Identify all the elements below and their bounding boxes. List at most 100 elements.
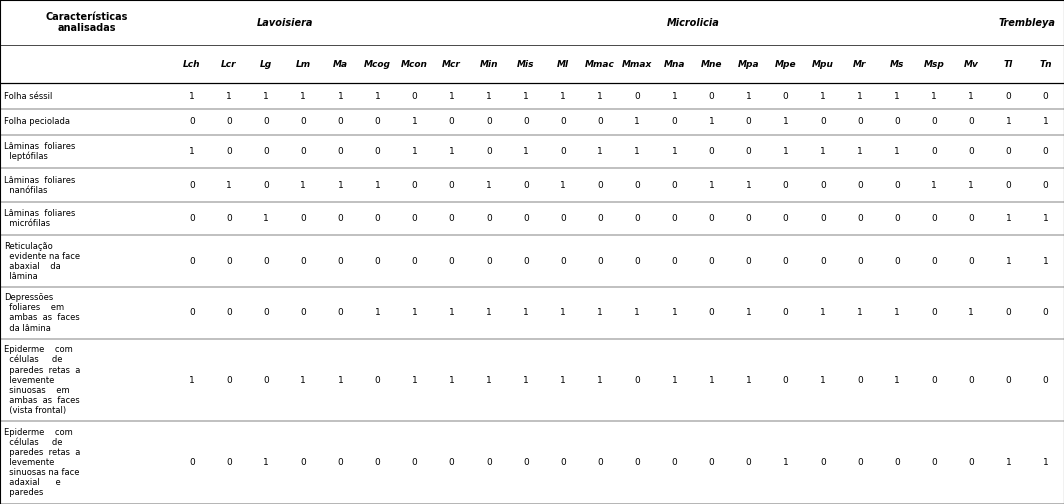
Text: Reticulação
  evidente na face
  abaxial    da
  lâmina: Reticulação evidente na face abaxial da … [4,242,81,281]
Text: 0: 0 [931,308,937,318]
Text: 1: 1 [227,92,232,101]
Text: 1: 1 [560,375,566,385]
Text: 1: 1 [671,92,678,101]
Text: 0: 0 [1043,375,1048,385]
Text: 0: 0 [300,117,306,127]
Text: 1: 1 [746,92,751,101]
Text: Mpe: Mpe [775,60,797,69]
Text: Ml: Ml [556,60,569,69]
Text: 1: 1 [968,180,975,190]
Text: 0: 0 [449,117,454,127]
Text: 0: 0 [634,92,641,101]
Text: 0: 0 [857,180,863,190]
Text: 1: 1 [486,308,492,318]
Text: 0: 0 [931,117,937,127]
Text: 0: 0 [1005,180,1011,190]
Text: 0: 0 [523,180,529,190]
Text: 1: 1 [894,147,900,156]
Text: 0: 0 [968,117,975,127]
Text: 1: 1 [671,147,678,156]
Text: 0: 0 [597,117,603,127]
Text: 0: 0 [1043,92,1048,101]
Text: 0: 0 [746,214,751,223]
Text: 0: 0 [1005,308,1011,318]
Text: 0: 0 [894,458,900,467]
Text: 0: 0 [337,257,344,266]
Text: 1: 1 [709,180,714,190]
Text: 1: 1 [634,147,641,156]
Text: 0: 0 [227,375,232,385]
Text: 0: 0 [375,147,381,156]
Text: 1: 1 [634,117,641,127]
Text: 0: 0 [1005,92,1011,101]
Text: 0: 0 [300,458,306,467]
Text: 1: 1 [597,375,603,385]
Text: 0: 0 [449,180,454,190]
Text: 0: 0 [523,458,529,467]
Text: 0: 0 [820,214,826,223]
Text: Mmac: Mmac [585,60,615,69]
Text: 1: 1 [1043,458,1048,467]
Text: 0: 0 [709,257,714,266]
Text: 0: 0 [189,180,195,190]
Text: 1: 1 [1005,117,1011,127]
Text: 1: 1 [412,308,417,318]
Text: 0: 0 [931,214,937,223]
Text: 0: 0 [709,92,714,101]
Text: 0: 0 [300,147,306,156]
Text: 1: 1 [1043,257,1048,266]
Text: 1: 1 [337,92,344,101]
Text: 1: 1 [523,375,529,385]
Text: 0: 0 [412,214,417,223]
Text: 0: 0 [671,180,678,190]
Text: 0: 0 [746,257,751,266]
Text: 0: 0 [1005,375,1011,385]
Text: 0: 0 [783,180,788,190]
Text: 0: 0 [227,147,232,156]
Text: 0: 0 [486,214,492,223]
Text: 0: 0 [189,257,195,266]
Text: 0: 0 [820,458,826,467]
Text: Mv: Mv [964,60,979,69]
Text: 1: 1 [263,214,269,223]
Text: 0: 0 [375,458,381,467]
Text: 0: 0 [189,214,195,223]
Text: 1: 1 [227,180,232,190]
Text: Lcr: Lcr [221,60,237,69]
Text: 0: 0 [968,458,975,467]
Text: 0: 0 [597,257,603,266]
Text: Mcog: Mcog [364,60,392,69]
Text: 1: 1 [375,180,381,190]
Text: 0: 0 [820,180,826,190]
Text: 0: 0 [263,147,269,156]
Text: 0: 0 [671,257,678,266]
Text: 1: 1 [783,147,788,156]
Text: 1: 1 [560,308,566,318]
Text: 1: 1 [412,147,417,156]
Text: 1: 1 [1005,257,1011,266]
Text: 1: 1 [1005,458,1011,467]
Text: 1: 1 [337,180,344,190]
Text: 0: 0 [634,180,641,190]
Text: Mcr: Mcr [443,60,461,69]
Text: 0: 0 [634,458,641,467]
Text: 1: 1 [597,308,603,318]
Text: Folha séssil: Folha séssil [4,92,52,101]
Text: 0: 0 [263,375,269,385]
Text: 0: 0 [857,375,863,385]
Text: Mne: Mne [701,60,722,69]
Text: 0: 0 [523,257,529,266]
Text: 1: 1 [634,308,641,318]
Text: 0: 0 [783,308,788,318]
Text: 0: 0 [1043,147,1048,156]
Text: 1: 1 [486,375,492,385]
Text: 0: 0 [189,458,195,467]
Text: Epiderme    com
  células     de
  paredes  retas  a
  levemente
  sinuosas    e: Epiderme com células de paredes retas a … [4,345,81,415]
Text: Ms: Ms [890,60,904,69]
Text: 1: 1 [857,308,863,318]
Text: Epiderme    com
  células     de
  paredes  retas  a
  levemente
  sinuosas na f: Epiderme com células de paredes retas a … [4,428,81,497]
Text: 1: 1 [894,308,900,318]
Text: 1: 1 [931,92,937,101]
Text: 0: 0 [412,180,417,190]
Text: Folha peciolada: Folha peciolada [4,117,70,127]
